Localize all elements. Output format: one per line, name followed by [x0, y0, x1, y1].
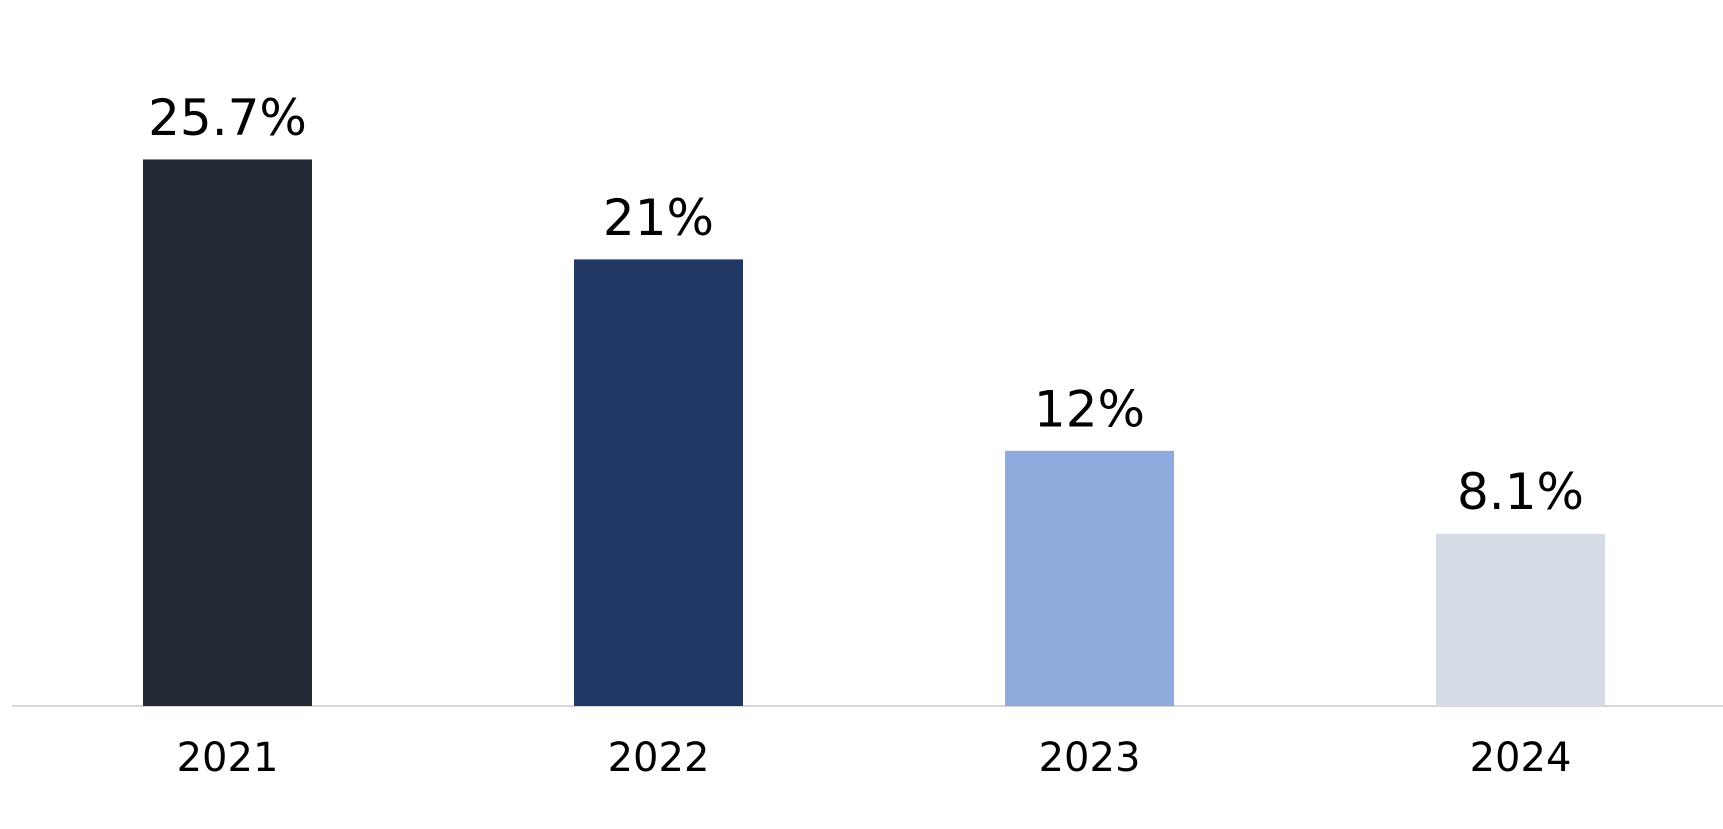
data-label: 21%: [603, 189, 714, 247]
bar: [143, 159, 312, 707]
data-label: 25.7%: [148, 89, 307, 147]
x-tick-label: 2023: [1039, 735, 1141, 781]
bar: [1436, 533, 1605, 706]
data-label: 8.1%: [1457, 463, 1584, 521]
data-label: 12%: [1034, 380, 1145, 438]
x-tick-label: 2024: [1470, 735, 1572, 781]
x-tick-label: 2021: [177, 735, 279, 781]
bar: [574, 259, 743, 706]
bar: [1005, 450, 1174, 706]
x-tick-label: 2022: [608, 735, 710, 781]
